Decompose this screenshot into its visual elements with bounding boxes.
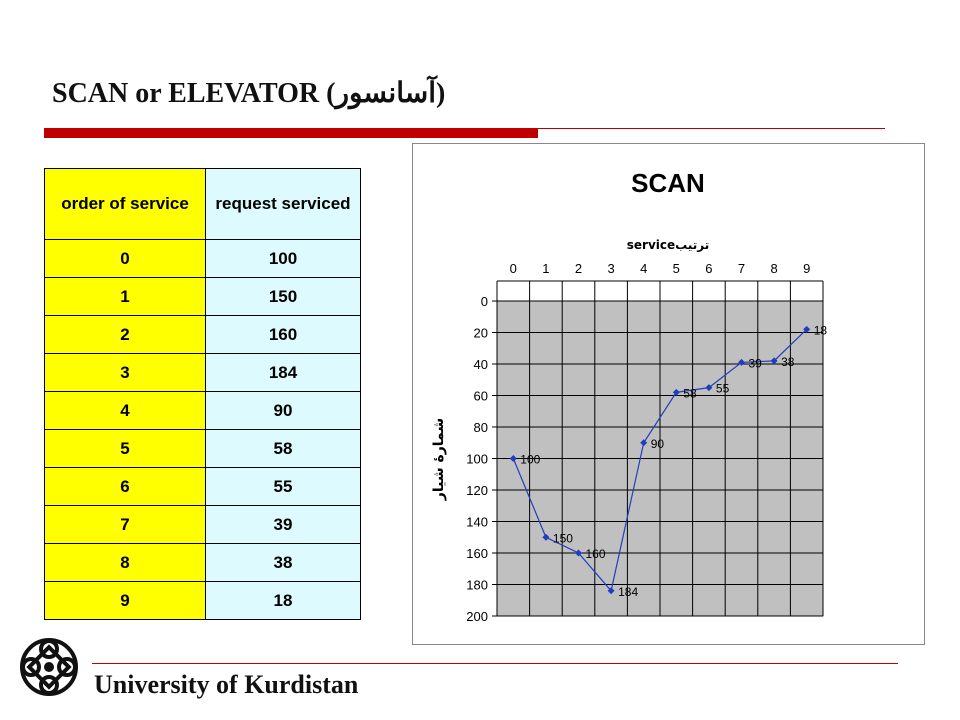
footer-divider-line [92, 663, 898, 664]
data-point [705, 384, 713, 392]
y-tick-label: 60 [474, 389, 488, 404]
x-tick-label: 5 [673, 261, 680, 276]
y-tick-label: 180 [466, 578, 488, 593]
x-tick-label: 3 [607, 261, 614, 276]
plot-area: 0 20 40 60 80 100 120 140 160 180 200 0 1 2 3 4 5 6 7 8 9 100… [466, 261, 827, 624]
data-point [542, 533, 550, 541]
data-label: 39 [749, 356, 763, 370]
order-cell: 4 [44, 391, 206, 430]
table-row: 5 58 [44, 429, 361, 468]
data-point [738, 358, 745, 366]
data-label: 58 [683, 386, 697, 400]
y-tick-label: 140 [466, 515, 488, 530]
data-label: 55 [716, 382, 730, 396]
x-tick-label: 0 [510, 261, 517, 276]
data-point [607, 587, 615, 595]
table-row: 8 38 [44, 543, 361, 582]
x-tick-label: 2 [575, 261, 582, 276]
data-label: 38 [781, 355, 795, 369]
x-tick-label: 9 [803, 261, 810, 276]
data-point [575, 549, 582, 557]
table-row: 0 100 [44, 239, 361, 278]
request-cell: 100 [205, 239, 361, 278]
header-request-serviced: request serviced [205, 168, 361, 240]
request-cell: 90 [205, 391, 361, 430]
request-cell: 39 [205, 505, 361, 544]
x-tick-label: 7 [738, 261, 745, 276]
request-cell: 150 [205, 277, 361, 316]
table-row: 6 55 [44, 467, 361, 506]
title-divider-line [538, 128, 885, 129]
chart-title: SCAN [631, 168, 705, 198]
order-cell: 8 [44, 543, 206, 582]
scan-chart: SCAN serviceترتیب شمارۀ شیار 0 20 40 60 80 10… [412, 143, 925, 645]
x-tick-label: 8 [770, 261, 777, 276]
table-row: 9 18 [44, 581, 361, 620]
data-label: 90 [651, 437, 665, 451]
data-point [770, 357, 778, 365]
data-label: 18 [814, 323, 828, 337]
table-row: 4 90 [44, 391, 361, 430]
request-cell: 58 [205, 429, 361, 468]
data-label: 150 [553, 531, 573, 545]
data-label: 100 [520, 453, 540, 467]
table-row: 3 184 [44, 353, 361, 392]
data-point [672, 388, 680, 396]
order-cell: 6 [44, 467, 206, 506]
table-header-row: order of service request serviced [44, 168, 361, 240]
table-row: 2 160 [44, 315, 361, 354]
order-cell: 2 [44, 315, 206, 354]
x-tick-label: 1 [542, 261, 549, 276]
order-cell: 0 [44, 239, 206, 278]
slide-title: SCAN or ELEVATOR (آسانسور) [52, 78, 446, 109]
series-line [512, 328, 808, 593]
header-order-of-service: order of service [44, 168, 206, 240]
table-row: 7 39 [44, 505, 361, 544]
y-tick-label: 0 [481, 294, 488, 309]
service-order-table: order of service request serviced 0 100 1… [44, 168, 361, 620]
x-tick-label: 6 [705, 261, 712, 276]
request-cell: 18 [205, 581, 361, 620]
data-label: 160 [586, 547, 606, 561]
footer-university-name: University of Kurdistan [94, 670, 359, 699]
chart-canvas: SCAN serviceترتیب شمارۀ شیار 02040608010… [431, 168, 827, 624]
order-cell: 7 [44, 505, 206, 544]
request-cell: 160 [205, 315, 361, 354]
y-tick-label: 160 [466, 546, 488, 561]
order-cell: 9 [44, 581, 206, 620]
order-cell: 1 [44, 277, 206, 316]
data-point [803, 325, 811, 333]
order-cell: 3 [44, 353, 206, 392]
y-tick-label: 80 [474, 420, 488, 435]
table-row: 1 150 [44, 277, 361, 316]
chart-x-axis-label: serviceترتیب [627, 238, 709, 252]
y-tick-label: 200 [466, 609, 488, 624]
order-cell: 5 [44, 429, 206, 468]
title-accent-bar [44, 128, 538, 138]
y-tick-label: 120 [466, 483, 488, 498]
request-cell: 184 [205, 353, 361, 392]
data-point [509, 455, 517, 462]
data-point [640, 439, 648, 447]
request-cell: 38 [205, 543, 361, 582]
chart-y-axis-label: شمارۀ شیار [431, 418, 447, 501]
y-tick-label: 100 [466, 452, 488, 467]
request-cell: 55 [205, 467, 361, 506]
y-tick-label: 40 [474, 357, 488, 372]
data-label: 184 [618, 585, 638, 599]
y-tick-label: 20 [474, 326, 488, 341]
x-tick-label: 4 [640, 261, 647, 276]
university-logo [20, 638, 78, 696]
